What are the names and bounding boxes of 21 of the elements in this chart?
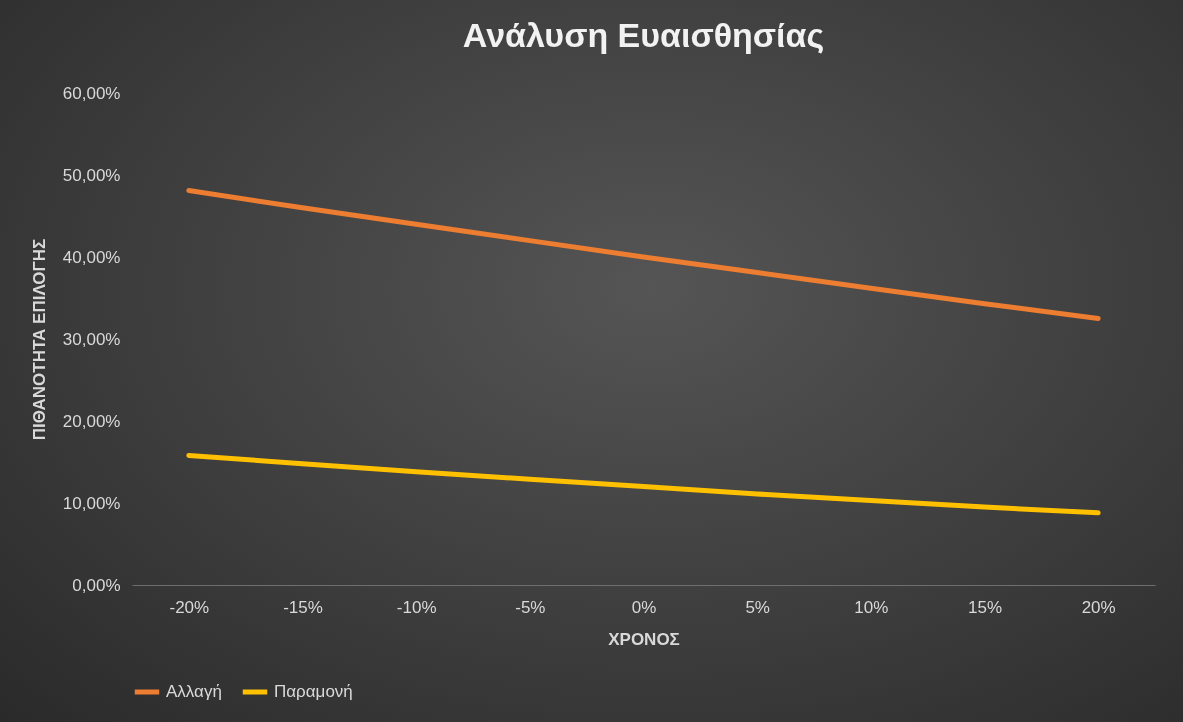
y-tick-label: 60,00% <box>62 83 121 103</box>
y-tick-label: 10,00% <box>62 493 121 513</box>
x-axis-title: ΧΡΟΝΟΣ <box>608 629 680 649</box>
y-axis-title: ΠΙΘΑΝΟΤΗΤΑ ΕΠΙΛΟΓΗΣ <box>29 238 49 441</box>
x-tick-label: -15% <box>283 597 323 617</box>
chart-title: Ανάλυση Ευαισθησίας <box>462 16 825 54</box>
y-tick-label: 0,00% <box>72 575 121 595</box>
x-tick-label: 0% <box>631 597 657 617</box>
x-tick-label: -10% <box>396 597 437 617</box>
x-tick-label: -20% <box>169 597 210 617</box>
x-tick-label: 20% <box>1081 597 1116 617</box>
y-tick-label: 30,00% <box>62 329 121 349</box>
legend-label: Αλλαγή <box>166 682 222 701</box>
x-tick-label: 5% <box>745 597 770 617</box>
x-tick-label: 15% <box>967 597 1003 617</box>
legend-label: Παραμονή <box>274 682 353 701</box>
y-tick-label: 40,00% <box>62 247 121 267</box>
x-tick-label: 10% <box>854 597 889 617</box>
y-tick-label: 20,00% <box>62 411 121 431</box>
x-tick-label: -5% <box>515 597 546 617</box>
y-tick-label: 50,00% <box>62 165 121 185</box>
